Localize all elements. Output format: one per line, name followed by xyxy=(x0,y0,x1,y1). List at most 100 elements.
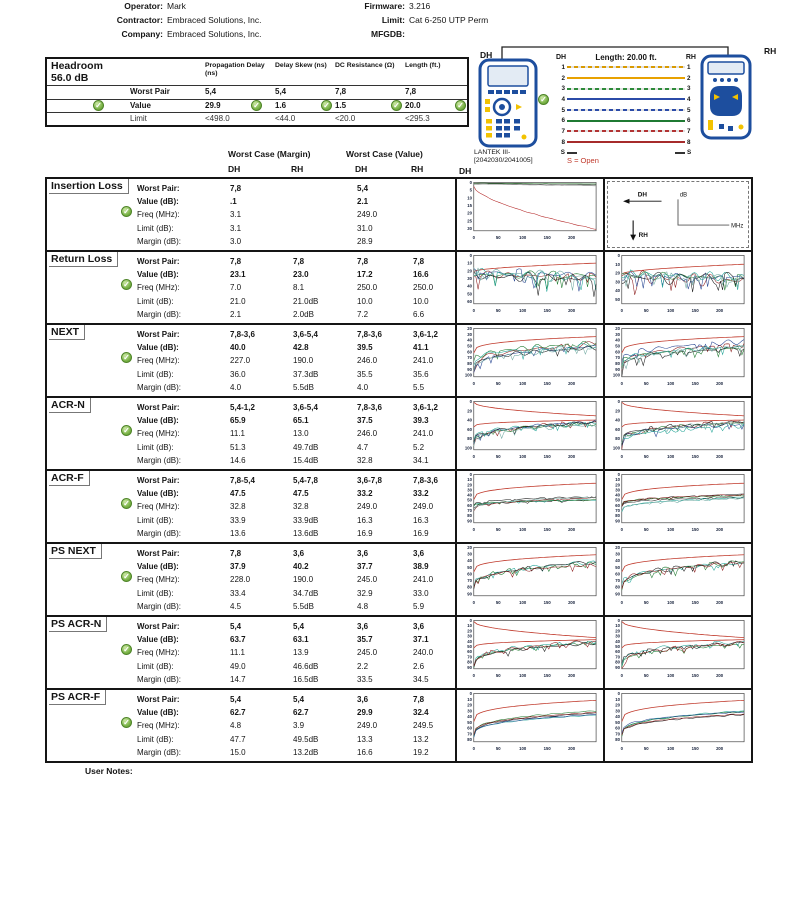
headroom-summary-table: Headroom 56.0 dB Propagation Delay (ns) … xyxy=(45,57,469,127)
svg-text:50: 50 xyxy=(644,673,649,678)
value-cell: 32.4 xyxy=(413,708,429,718)
value-cell: 15.4dB xyxy=(293,455,319,465)
wire-line xyxy=(567,109,685,112)
svg-text:0: 0 xyxy=(470,618,473,623)
company-value: Embraced Solutions, Inc. xyxy=(167,29,262,39)
graphs: 0 10 20 30 40 50 60 70 80 90 0 50 100 150 200 0 10 20 30 40… xyxy=(455,617,751,688)
value-cell: 241.0 xyxy=(413,429,434,439)
result-graph-rh: 0 10 20 30 40 50 0 50 100 150 200 xyxy=(615,253,745,313)
value-cell xyxy=(293,208,355,221)
value-cell: 2.1 xyxy=(230,309,242,319)
svg-text:40: 40 xyxy=(467,493,472,498)
pass-icon: ✓ xyxy=(455,99,466,111)
graph-cell-dh: 20 30 40 50 60 70 80 90 100 0 50 100 150 200 xyxy=(455,325,603,396)
value-cell: 63.1 xyxy=(293,635,309,645)
row-label: Value (dB): xyxy=(137,708,179,718)
shield-line xyxy=(567,151,685,154)
row-label: Freq (MHz): xyxy=(137,429,180,439)
value-cell: 5.9 xyxy=(413,601,425,611)
row-label: Freq (MHz): xyxy=(137,283,180,293)
section-title: NEXT xyxy=(49,325,86,340)
value-cell: 19.2 xyxy=(413,747,429,757)
graph-cell-dh: 0 20 40 60 80 100 0 50 100 150 200 xyxy=(455,398,603,469)
svg-text:50: 50 xyxy=(496,454,501,459)
value-cell: 7,8-5,4 xyxy=(230,476,255,485)
limit-length: <295.3 xyxy=(405,114,430,123)
svg-text:100: 100 xyxy=(519,381,527,386)
svg-text:0: 0 xyxy=(473,235,476,240)
svg-text:60: 60 xyxy=(467,726,472,731)
svg-text:40: 40 xyxy=(615,338,620,343)
value-cell: 190.0 xyxy=(293,356,314,366)
row-label: Worst Pair: xyxy=(137,403,180,412)
svg-text:20: 20 xyxy=(467,268,472,273)
pin-number-dh: 1 xyxy=(561,63,565,71)
graphs: 0 10 20 30 40 50 60 70 80 90 0 50 100 150 200 0 10 20 30 40… xyxy=(455,471,751,542)
value-cell: 33.2 xyxy=(413,489,429,499)
svg-text:0: 0 xyxy=(470,691,473,696)
value-cell: 241.0 xyxy=(413,356,434,366)
section-title: PS ACR-N xyxy=(49,617,108,632)
value-cell: 7,8-3,6 xyxy=(230,330,255,339)
value-column: 7,8-3,6 37.5 246.0 4.7 32.8 xyxy=(357,401,419,467)
svg-text:70: 70 xyxy=(467,508,472,513)
row-label: Freq (MHz): xyxy=(137,356,180,366)
svg-text:70: 70 xyxy=(615,654,620,659)
row-label: Limit xyxy=(130,114,147,123)
graph-column-header: DH xyxy=(459,166,472,176)
tester-model-caption: LANTEK III- [2042030/2041005] xyxy=(474,149,554,166)
svg-text:100: 100 xyxy=(667,527,675,532)
svg-text:80: 80 xyxy=(467,513,472,518)
svg-text:dB: dB xyxy=(680,193,687,199)
svg-text:50: 50 xyxy=(467,720,472,725)
svg-text:40: 40 xyxy=(615,714,620,719)
svg-text:50: 50 xyxy=(644,381,649,386)
svg-text:70: 70 xyxy=(615,731,620,736)
row-label: Worst Pair: xyxy=(137,257,180,266)
value-cell: 240.0 xyxy=(413,648,434,658)
value-column: 5,4 62.7 3.9 49.5dB 13.2dB xyxy=(293,693,355,759)
axis-legend-cell: DH dB MHz RH xyxy=(603,179,751,250)
svg-text:200: 200 xyxy=(716,381,724,386)
value-column: 7,8 16.6 250.0 10.0 6.6 xyxy=(413,255,475,321)
value-cell: 49.5dB xyxy=(293,734,319,744)
svg-text:90: 90 xyxy=(615,665,620,670)
graph-cell-dh: 0 10 20 30 40 50 60 70 80 90 0 50 100 150 200 xyxy=(455,617,603,688)
value-cell: 249.0 xyxy=(413,502,434,512)
value-cell: 2.0dB xyxy=(293,309,314,319)
value-cell: 32.9 xyxy=(357,588,373,598)
worst-pair-length: 7,8 xyxy=(405,87,417,96)
svg-text:20: 20 xyxy=(467,628,472,633)
svg-text:150: 150 xyxy=(544,308,552,313)
value-cell: 32.8 xyxy=(230,502,246,512)
svg-text:60: 60 xyxy=(467,649,472,654)
value-cell: 8.1 xyxy=(293,283,305,293)
svg-text:80: 80 xyxy=(615,513,620,518)
svg-text:100: 100 xyxy=(667,673,675,678)
row-label: Limit (dB): xyxy=(137,588,174,598)
svg-text:90: 90 xyxy=(615,367,620,372)
value-cell: 15.0 xyxy=(230,747,246,757)
value-cell: 4.0 xyxy=(357,382,369,392)
svg-text:150: 150 xyxy=(692,746,700,751)
svg-text:40: 40 xyxy=(467,284,472,289)
row-labels: Worst Pair: Value (dB): Freq (MHz): Limit (… xyxy=(137,328,181,394)
value-cell: 16.6 xyxy=(357,747,373,757)
row-label: Margin (dB): xyxy=(137,747,182,757)
svg-text:100: 100 xyxy=(667,381,675,386)
svg-text:0: 0 xyxy=(618,472,621,477)
value-cell: 3,6 xyxy=(413,549,425,558)
svg-text:60: 60 xyxy=(467,427,472,432)
svg-text:0: 0 xyxy=(618,691,621,696)
value-column xyxy=(293,182,355,248)
row-label: Margin (dB): xyxy=(137,674,182,684)
svg-text:20: 20 xyxy=(615,545,620,550)
svg-text:70: 70 xyxy=(615,355,620,360)
svg-text:10: 10 xyxy=(467,697,472,702)
svg-text:30: 30 xyxy=(467,226,472,231)
